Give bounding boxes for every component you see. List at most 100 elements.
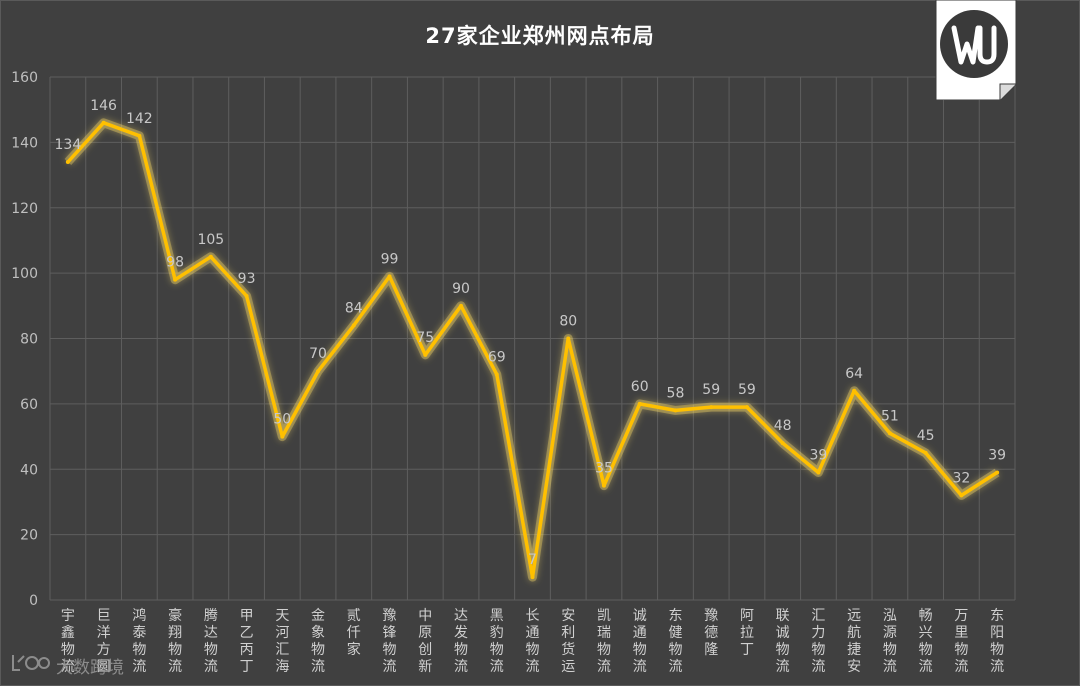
y-tick-label: 120 <box>11 201 38 217</box>
data-point <box>101 120 106 125</box>
x-tick-label: 甲乙丙丁 <box>240 608 254 675</box>
watermark: 大数跨境 <box>10 652 124 679</box>
x-tick-label: 汇力物流 <box>811 608 825 675</box>
y-tick-label: 80 <box>20 332 38 348</box>
data-label: 134 <box>55 137 82 153</box>
data-label: 59 <box>702 382 720 398</box>
x-tick-label: 联诚物流 <box>776 608 790 675</box>
data-label: 70 <box>309 346 327 362</box>
x-tick-label: 天河汇海 <box>275 608 289 675</box>
x-tick-label: 安利货运 <box>561 608 575 675</box>
data-label: 93 <box>238 271 256 287</box>
data-point <box>709 405 714 410</box>
data-label: 51 <box>881 408 899 424</box>
x-tick-label: 达发物流 <box>454 608 468 675</box>
series-line-glow <box>64 118 1000 582</box>
data-point <box>316 369 321 374</box>
chart-title: 27家企业郑州网点布局 <box>425 24 655 48</box>
data-label: 7 <box>528 552 537 568</box>
data-label: 80 <box>559 314 577 330</box>
y-tick-label: 40 <box>20 462 38 478</box>
data-point <box>566 336 571 341</box>
y-tick-label: 160 <box>11 70 38 86</box>
data-label: 75 <box>416 330 434 346</box>
y-axis: 0 20 40 60 80 100 120 140 160 <box>11 70 38 609</box>
data-point <box>459 303 464 308</box>
data-point <box>601 483 606 488</box>
data-point <box>173 277 178 282</box>
data-point <box>744 405 749 410</box>
x-tick-label: 阿拉丁 <box>740 608 754 658</box>
x-tick-label: 畅兴物流 <box>919 608 933 675</box>
data-label: 64 <box>845 366 863 382</box>
brand-logo <box>934 0 1018 101</box>
x-tick-label: 巨洋方圆 <box>97 608 111 675</box>
grid-lines <box>49 76 1016 601</box>
data-label: 90 <box>452 281 470 297</box>
x-tick-label: 豫德隆 <box>704 608 718 658</box>
data-label: 32 <box>952 470 970 486</box>
y-tick-label: 60 <box>20 397 38 413</box>
x-tick-label: 长通物流 <box>526 608 540 675</box>
data-point <box>208 254 213 259</box>
x-tick-label: 凯瑞物流 <box>597 608 611 675</box>
data-label: 48 <box>774 418 792 434</box>
data-point <box>137 133 142 138</box>
y-tick-label: 20 <box>20 528 38 544</box>
x-tick-label: 豫锋物流 <box>383 608 397 675</box>
series-line <box>66 121 999 579</box>
x-tick-label: 腾达物流 <box>204 607 218 675</box>
x-tick-label: 诚通物流 <box>633 608 647 675</box>
series-layer <box>64 118 1000 582</box>
data-point <box>530 575 535 580</box>
data-point <box>494 372 499 377</box>
data-label: 58 <box>667 385 685 401</box>
data-label: 50 <box>273 412 291 428</box>
data-point <box>780 441 785 446</box>
data-label: 142 <box>126 111 153 127</box>
data-point <box>887 431 892 436</box>
data-point <box>852 388 857 393</box>
data-label: 99 <box>381 251 399 267</box>
data-point <box>673 408 678 413</box>
data-point <box>923 450 928 455</box>
data-point <box>637 401 642 406</box>
data-label: 84 <box>345 300 363 316</box>
data-label: 39 <box>988 448 1006 464</box>
data-label: 69 <box>488 349 506 365</box>
data-point <box>351 323 356 328</box>
x-tick-label: 贰仟家 <box>347 607 361 658</box>
data-labels: 134 146 142 98 105 93 50 70 84 99 75 90 69 7 80 35 60 58 5… <box>55 98 1007 568</box>
y-tick-label: 140 <box>11 135 38 151</box>
x-tick-label: 鸿泰物流 <box>132 607 146 675</box>
data-label: 59 <box>738 382 756 398</box>
data-point <box>816 470 821 475</box>
y-tick-label: 100 <box>11 266 38 282</box>
watermark-icon <box>10 652 50 679</box>
x-tick-label: 东健物流 <box>668 608 682 675</box>
data-point <box>995 470 1000 475</box>
data-label: 39 <box>810 448 828 464</box>
data-label: 146 <box>90 98 117 114</box>
data-label: 60 <box>631 379 649 395</box>
data-point <box>280 434 285 439</box>
x-axis: 宇鑫物流 巨洋方圆 鸿泰物流 豪翔物流 腾达物流 甲乙丙丁 天河汇海 金象物流 贰仟家 豫锋物流 中… <box>61 607 1004 675</box>
x-tick-label: 黑豹物流 <box>490 608 504 675</box>
data-point <box>423 352 428 357</box>
x-tick-label: 远航捷安 <box>847 608 861 675</box>
data-point <box>959 493 964 498</box>
x-tick-label: 金象物流 <box>311 608 325 675</box>
data-point <box>387 274 392 279</box>
x-tick-label: 宇鑫物流 <box>61 608 75 675</box>
x-tick-label: 中原创新 <box>418 608 432 675</box>
data-label: 98 <box>166 255 184 271</box>
data-point <box>244 294 249 299</box>
x-tick-label: 东阳物流 <box>990 608 1004 675</box>
data-label: 105 <box>197 232 224 248</box>
y-tick-label: 0 <box>29 593 38 609</box>
x-tick-label: 万里物流 <box>954 608 968 675</box>
data-label: 35 <box>595 461 613 477</box>
watermark-text: 大数跨境 <box>56 658 124 678</box>
